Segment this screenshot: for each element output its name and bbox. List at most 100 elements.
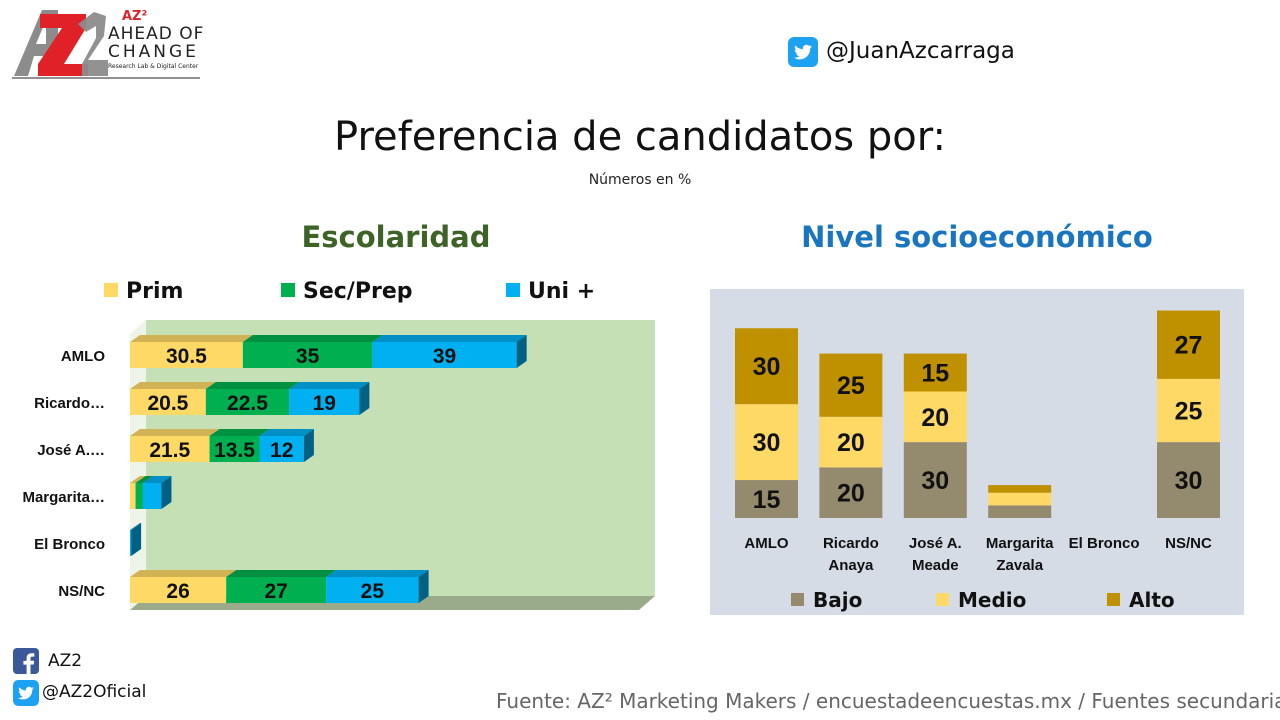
bar-2-0 — [130, 436, 210, 462]
col-label-2-0: 30 — [921, 467, 949, 495]
category-label-4: El Bronco — [34, 536, 105, 553]
legend-medio: Medio — [936, 588, 1026, 612]
bar-3-2 — [142, 483, 162, 509]
nse-chart: 15 30 30 AMLO 20 20 25 Ricardo Anaya 30 20 15 José A… — [710, 289, 1244, 615]
col-3-0 — [988, 505, 1052, 518]
logo-line-1: AHEAD OF — [108, 24, 205, 44]
data-label-5-2: 25 — [361, 580, 385, 603]
bar-5-1 — [226, 577, 327, 603]
col-2-1 — [903, 391, 967, 443]
twitter-handle[interactable]: @JuanAzcarraga — [826, 38, 1015, 64]
col-label-2-2: 15 — [921, 360, 949, 388]
page-title: Preferencia de candidatos por: — [334, 114, 946, 160]
legend-bajo-swatch — [791, 593, 804, 606]
col-1-0 — [819, 467, 883, 518]
legend-alto-swatch — [1107, 593, 1120, 606]
col-label-5-2: 27 — [1175, 332, 1203, 360]
category-label-5: NS/NC — [58, 583, 105, 600]
legend-medio-label: Medio — [958, 588, 1027, 612]
col-label-5-1: 25 — [1175, 397, 1203, 425]
bar-top-0-2 — [372, 335, 527, 342]
bar-2-1 — [209, 436, 260, 462]
legend-prim-swatch — [104, 283, 118, 297]
data-label-2-1: 13.5 — [214, 439, 255, 462]
logo-brand: AZ² — [122, 9, 148, 24]
legend-uni-swatch — [506, 283, 520, 297]
bar-side-5 — [418, 570, 429, 603]
facebook-icon[interactable] — [13, 648, 39, 674]
legend-bajo: Bajo — [791, 588, 862, 612]
data-label-2-0: 21.5 — [149, 439, 190, 462]
bar-side-4 — [131, 523, 142, 556]
col-3-2 — [988, 485, 1052, 493]
col-1-1 — [819, 416, 883, 468]
bar-side-1 — [359, 382, 370, 415]
bar-3-1 — [135, 483, 143, 509]
col-0-1 — [735, 404, 798, 481]
legend-bajo-label: Bajo — [813, 588, 863, 612]
col-label-2-1: 20 — [921, 404, 949, 432]
bar-top-2-2 — [259, 429, 314, 436]
col-label-1-0: 20 — [837, 480, 865, 508]
bar-top-2-1 — [209, 429, 270, 436]
col-0-0 — [735, 480, 798, 518]
escolaridad-chart: AMLO 30.5 35 39 Ricardo… 20.5 22.5 19 José A.… 21… — [22, 320, 655, 610]
twitter-handle-footer[interactable]: @AZ2Oficial — [42, 682, 147, 702]
col-category-3-1: Zavala — [996, 557, 1043, 574]
col-label-0-1: 30 — [753, 429, 781, 457]
col-category-0-0: AMLO — [744, 535, 788, 552]
bar-top-0-0 — [130, 335, 253, 342]
col-2-2 — [903, 353, 967, 392]
twitter-icon-footer[interactable] — [13, 680, 39, 706]
bar-2-2 — [259, 436, 304, 462]
bar-top-3-1 — [135, 476, 153, 483]
category-label-1: Ricardo… — [34, 395, 105, 412]
legend-prim: Prim — [104, 279, 183, 304]
col-5-2 — [1157, 310, 1220, 379]
col-label-1-2: 25 — [837, 372, 865, 400]
bar-5-2 — [326, 577, 419, 603]
facebook-label[interactable]: AZ2 — [48, 651, 83, 671]
legend-uni-label: Uni + — [528, 279, 596, 304]
col-5-0 — [1157, 442, 1220, 518]
bar-4-2 — [130, 530, 132, 556]
data-label-0-2: 39 — [433, 345, 456, 368]
bar-top-2-0 — [130, 429, 220, 436]
bar-0-0 — [130, 342, 243, 368]
category-label-2: José A.… — [37, 442, 105, 459]
logo-line-3: Research Lab & Digital Center — [108, 63, 199, 70]
legend-alto: Alto — [1107, 588, 1175, 612]
legend-medio-swatch — [936, 593, 949, 606]
data-label-0-1: 35 — [296, 345, 320, 368]
bar-top-4-2 — [130, 523, 142, 530]
bar-1-1 — [205, 389, 290, 415]
plot-background — [710, 289, 1244, 615]
data-label-2-2: 12 — [270, 439, 293, 462]
bar-0-2 — [372, 342, 517, 368]
col-label-1-1: 20 — [837, 429, 865, 457]
col-3-1 — [988, 492, 1052, 506]
col-0-2 — [735, 328, 798, 405]
col-category-5-0: NS/NC — [1165, 535, 1212, 552]
legend-sec-swatch — [281, 283, 295, 297]
bar-top-3-0 — [130, 476, 146, 483]
bar-top-1-2 — [289, 382, 370, 389]
col-category-2-0: José A. — [909, 535, 962, 552]
data-label-1-1: 22.5 — [227, 392, 268, 415]
col-label-0-0: 15 — [753, 486, 781, 514]
twitter-icon[interactable] — [788, 37, 818, 67]
escolaridad-title: Escolaridad — [301, 220, 491, 254]
data-label-1-0: 20.5 — [147, 392, 188, 415]
nse-title: Nivel socioeconómico — [801, 220, 1153, 254]
data-label-1-2: 19 — [313, 392, 336, 415]
col-category-2-1: Meade — [912, 557, 959, 574]
bar-side-0 — [516, 335, 527, 368]
bar-top-1-0 — [130, 382, 216, 389]
bar-top-5-0 — [130, 570, 237, 577]
bar-3-0 — [130, 483, 136, 509]
col-5-1 — [1157, 378, 1220, 443]
source-note: Fuente: AZ² Marketing Makers / encuestad… — [496, 689, 1280, 713]
col-category-1-0: Ricardo — [823, 535, 879, 552]
bar-side-2 — [303, 429, 314, 462]
col-label-0-2: 30 — [753, 353, 781, 381]
